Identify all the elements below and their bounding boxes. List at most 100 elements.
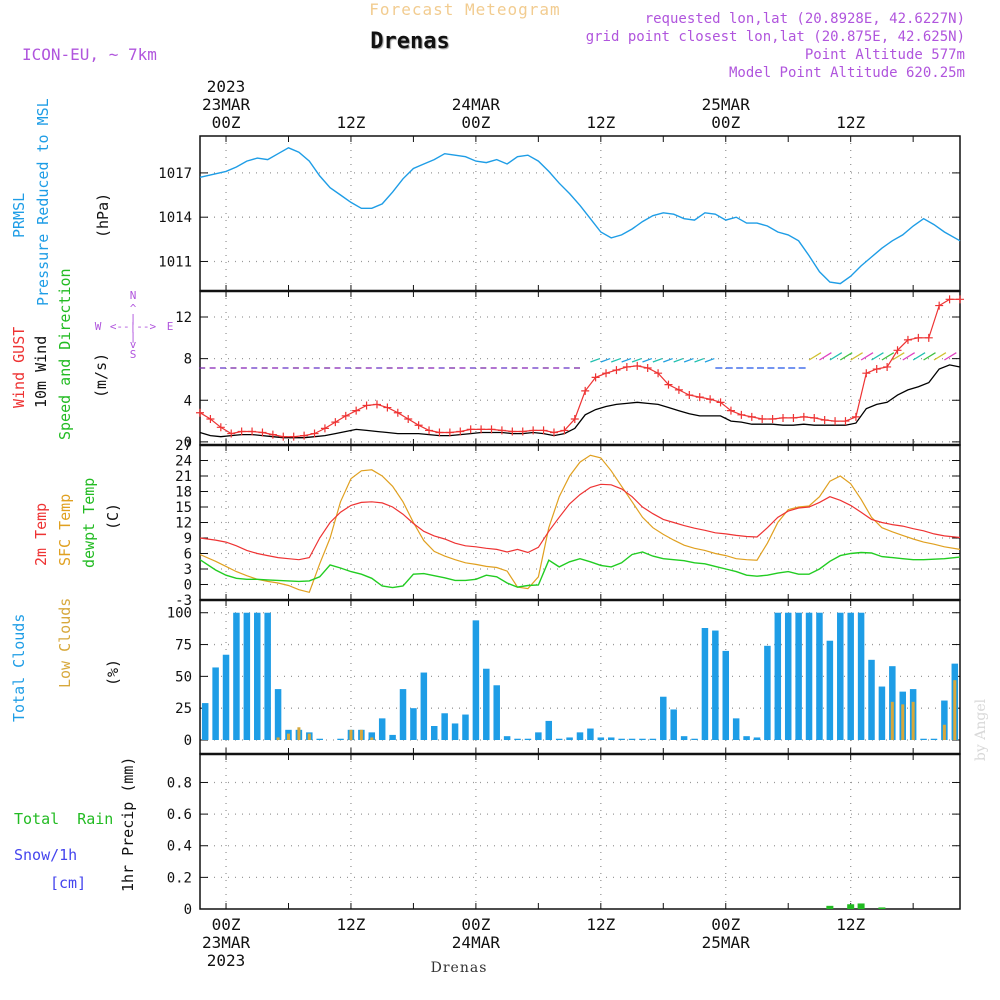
wind-direction-arrow	[944, 352, 957, 361]
wind-direction-arrow	[642, 357, 653, 363]
total-cloud-bar	[597, 737, 605, 740]
total-cloud-bar	[389, 734, 396, 740]
gust-marker	[789, 413, 798, 422]
snow-label: Snow/1h	[14, 846, 77, 864]
low-cloud-bar	[942, 724, 946, 740]
wind-label: 10m Wind	[32, 336, 50, 408]
gust-marker	[768, 414, 777, 423]
ytick-label: 1014	[158, 210, 192, 226]
panel-wind: 0 4 8 12	[175, 290, 964, 451]
total-cloud-bar	[462, 714, 469, 740]
total-cloud-bar	[701, 628, 709, 740]
footer-location: Drenas	[431, 960, 488, 976]
wind-direction-arrow	[829, 352, 843, 361]
total-cloud-bar	[233, 612, 240, 740]
sfc-temp-label: SFC Temp	[56, 494, 74, 566]
gust-label: Wind GUST	[10, 327, 28, 408]
precip-unit: 1hr Precip (mm)	[119, 757, 137, 892]
gust-marker	[289, 432, 298, 441]
gust-marker	[487, 425, 496, 434]
total-cloud-bar	[712, 630, 719, 740]
ytick-label: 0.8	[167, 775, 192, 791]
total-cloud-bar	[816, 612, 823, 740]
gust-marker	[216, 423, 225, 432]
ytick-label: 0	[184, 578, 192, 594]
low-cloud-bar	[286, 733, 290, 740]
ytick-label: 18	[175, 485, 192, 501]
gust-marker	[612, 366, 621, 375]
gust-marker	[758, 414, 767, 423]
total-cloud-bar	[691, 738, 698, 740]
gust-marker	[935, 301, 944, 310]
panel-frame	[199, 599, 961, 755]
gust-marker	[706, 395, 715, 404]
gust-marker	[518, 427, 527, 436]
wind-direction-arrow	[600, 357, 611, 363]
panels: 10111014101704812-3036912151821242702550…	[158, 135, 964, 918]
svg-text:<--|-->: <--|-->	[110, 320, 157, 333]
ytick-label: -3	[175, 593, 192, 609]
gust-marker	[268, 430, 277, 439]
total-cloud-bar	[264, 612, 271, 740]
pressure-label: Pressure Reduced to MSL	[34, 98, 52, 306]
watermark: by Angel	[973, 698, 989, 761]
total-cloud-bar	[639, 738, 646, 740]
wind-direction-arrow	[912, 352, 926, 361]
total-cloud-bar	[472, 620, 480, 740]
requested-coords: requested lon,lat (20.8928E, 42.6227N)	[645, 11, 965, 27]
temp-unit: (C)	[104, 503, 122, 530]
point-altitude: Point Altitude 577m	[805, 47, 965, 63]
total-cloud-bar	[795, 612, 802, 740]
svg-text:N: N	[130, 289, 137, 302]
precip-labels: Total Rain Snow/1h [cm] 1hr Precip (mm)	[14, 757, 137, 892]
total-cloud-bar	[753, 737, 761, 740]
total-cloud-bar	[201, 703, 209, 740]
bottom-hour-label: 12Z	[586, 915, 615, 934]
top-hour-label: 00Z	[212, 113, 241, 132]
ytick-label: 0	[184, 902, 192, 918]
gust-marker	[549, 428, 558, 437]
total-cloud-bar	[274, 689, 282, 740]
total-cloud-bar	[868, 659, 875, 740]
wind-direction-arrow	[819, 352, 832, 361]
gust-marker	[622, 362, 631, 371]
total-cloud-bar	[660, 696, 667, 740]
wind-direction-arrow	[694, 357, 705, 363]
gust-marker	[560, 426, 569, 435]
gust-marker	[477, 425, 486, 434]
top-hour-label: 12Z	[337, 113, 366, 132]
top-hour-label: 12Z	[836, 113, 865, 132]
svg-text:|: |	[130, 312, 137, 325]
bottom-date-label: 24MAR	[452, 933, 501, 952]
total-cloud-bar	[524, 738, 532, 740]
total-cloud-bar	[566, 737, 573, 740]
svg-text:v: v	[130, 338, 137, 351]
total-cloud-bar	[337, 738, 344, 740]
total-cloud-bar	[805, 612, 813, 740]
gust-marker	[685, 391, 694, 400]
ytick-label: 21	[175, 469, 192, 485]
rain-bar	[878, 907, 886, 909]
gust-marker	[414, 421, 423, 430]
low-cloud-bar	[890, 701, 894, 740]
gust-marker	[643, 364, 652, 372]
gust-marker	[435, 428, 444, 437]
ytick-label: 6	[184, 547, 192, 563]
gust-marker	[581, 386, 590, 395]
bottom-date-label: 23MAR	[202, 933, 251, 952]
panel-frame	[199, 444, 961, 601]
total-cloud-bar	[670, 709, 677, 740]
ytick-label: 0.4	[167, 839, 192, 855]
bottom-hour-label: 00Z	[711, 915, 740, 934]
model-label: ICON-EU, ~ 7km	[22, 45, 157, 64]
gust-marker	[320, 424, 329, 433]
gust-marker	[831, 417, 840, 426]
total-cloud-bar	[399, 689, 407, 740]
low-cloud-bar	[297, 727, 301, 740]
title-top: Forecast Meteogram	[369, 0, 560, 19]
total-cloud-bar	[941, 700, 948, 740]
total-cloud-bar	[587, 728, 594, 740]
total-cloud-bar	[722, 650, 730, 740]
direction-label: Speed and Direction	[56, 268, 74, 440]
total-cloud-label: Total Clouds	[10, 614, 28, 722]
